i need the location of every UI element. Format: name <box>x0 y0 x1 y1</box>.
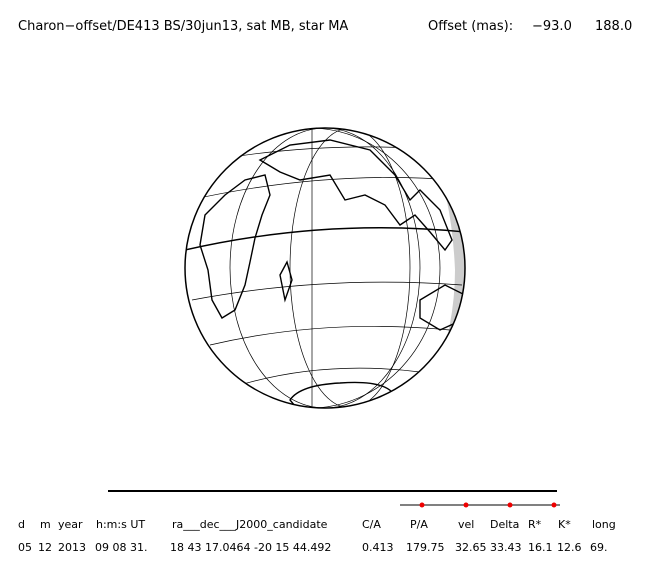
column-header: ra___dec___J2000_candidate <box>172 518 328 531</box>
cell: 33.43 <box>490 541 522 554</box>
cell: 05 <box>18 541 32 554</box>
cell: 18 43 17.0464 -20 15 44.492 <box>170 541 331 554</box>
offset-value: 188.0 <box>595 19 632 34</box>
column-header: R* <box>528 518 542 531</box>
column-header: vel <box>458 518 474 531</box>
column-header: Delta <box>490 518 519 531</box>
column-header: C/A <box>362 518 381 531</box>
cell: 12.6 <box>557 541 582 554</box>
cell: 2013 <box>58 541 86 554</box>
column-header: d <box>18 518 25 531</box>
column-header: year <box>58 518 83 531</box>
column-header: K* <box>558 518 571 531</box>
title: Charon−offset/DE413 BS/30jun13, sat MB, … <box>18 19 348 34</box>
cell: 32.65 <box>455 541 487 554</box>
cell: 09 08 31. <box>95 541 147 554</box>
globe <box>184 127 466 409</box>
cell: 12 <box>38 541 52 554</box>
offset-value: −93.0 <box>532 19 572 34</box>
column-header: P/A <box>410 518 428 531</box>
offset-label: Offset (mas): <box>428 19 513 34</box>
column-header: m <box>40 518 51 531</box>
cell: 179.75 <box>406 541 445 554</box>
cell: 16.1 <box>528 541 553 554</box>
cell: 0.413 <box>362 541 394 554</box>
cell: 69. <box>590 541 608 554</box>
column-header: long <box>592 518 616 531</box>
column-header: h:m:s UT <box>96 518 145 531</box>
data-table: d m year h:m:s UT ra___dec___J2000_candidate… <box>18 518 616 554</box>
